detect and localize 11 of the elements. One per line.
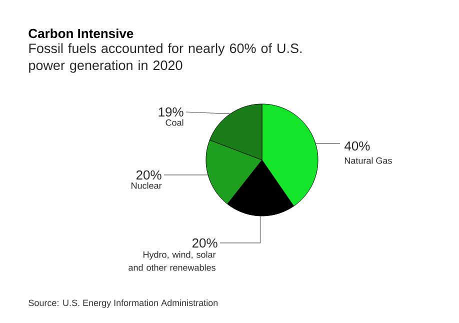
slice-label: Natural Gas xyxy=(344,157,392,164)
chart-subtitle: Fossil fuels accounted for nearly 60% of U.S. power generation in 2020 xyxy=(29,43,302,73)
slice-label: Nuclear xyxy=(132,182,162,189)
chart-title: Carbon Intensive xyxy=(28,28,134,38)
data-label: 20% xyxy=(136,170,162,180)
slice-label: Hydro, wind, solar and other renewables xyxy=(128,251,216,271)
source-note: Source: U.S. Energy Information Administration xyxy=(28,299,218,308)
slice-label: Coal xyxy=(166,119,184,126)
data-label: 20% xyxy=(192,238,218,248)
data-label: 19% xyxy=(158,107,184,117)
data-label: 40% xyxy=(344,141,370,151)
